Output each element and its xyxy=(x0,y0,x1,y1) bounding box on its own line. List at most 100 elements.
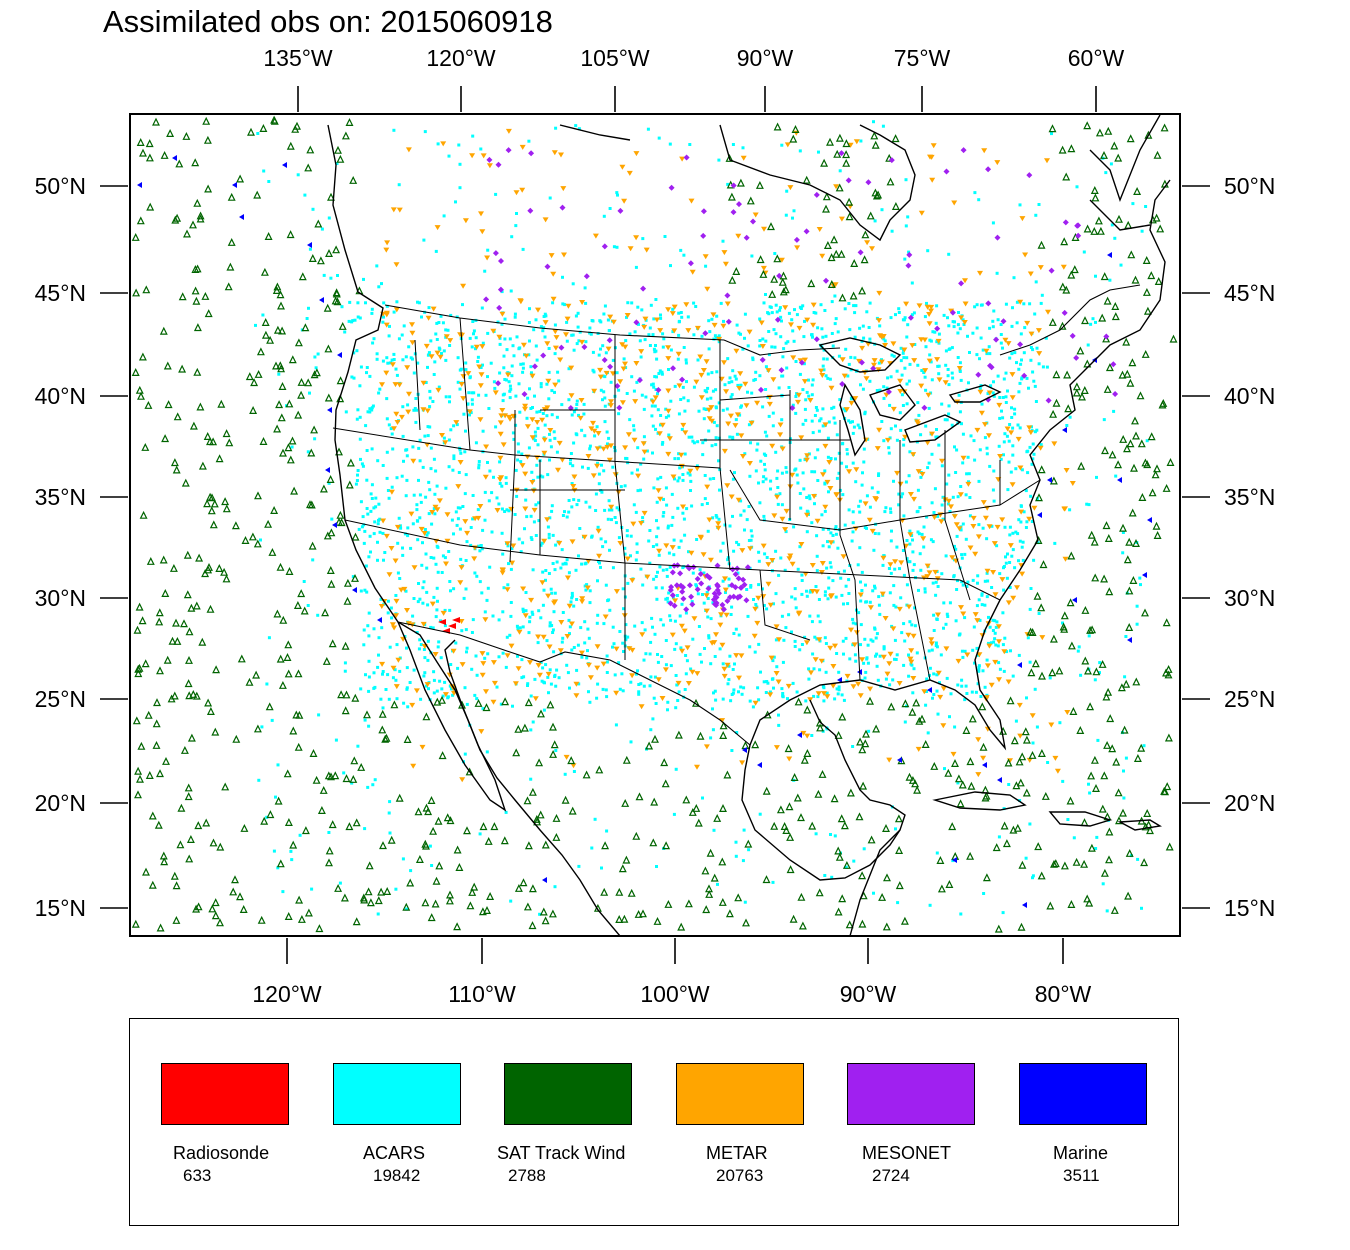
acars-obs xyxy=(552,650,556,654)
acars-obs xyxy=(441,554,445,558)
acars-obs xyxy=(1032,379,1036,383)
acars-obs xyxy=(715,515,719,519)
acars-obs xyxy=(730,693,734,696)
sat-track-wind-obs xyxy=(1131,416,1139,425)
sat-track-wind-obs xyxy=(855,812,864,821)
metar-obs xyxy=(655,677,662,683)
acars-obs xyxy=(486,331,490,335)
us-canada-border xyxy=(384,284,1141,356)
acars-obs xyxy=(774,638,778,642)
sat-track-wind-obs xyxy=(833,149,842,158)
mesonet-obs xyxy=(1045,397,1052,404)
metar-obs xyxy=(662,667,669,673)
metar-obs xyxy=(631,437,638,443)
metar-obs xyxy=(629,673,636,679)
acars-obs xyxy=(948,347,952,351)
acars-obs xyxy=(823,482,827,486)
acars-obs xyxy=(991,629,995,632)
sat-track-wind-obs xyxy=(1031,659,1040,668)
sat-track-wind-obs xyxy=(186,835,195,843)
metar-obs xyxy=(951,200,958,206)
acars-obs xyxy=(763,462,766,466)
metar-obs xyxy=(986,433,992,439)
acars-obs xyxy=(925,515,929,519)
acars-obs xyxy=(556,370,560,374)
acars-obs xyxy=(870,486,874,490)
metar-obs xyxy=(956,366,963,371)
acars-obs xyxy=(713,689,717,693)
acars-obs xyxy=(498,342,502,346)
metar-obs xyxy=(991,541,998,547)
acars-obs xyxy=(791,403,795,407)
acars-obs xyxy=(1021,558,1025,562)
acars-obs xyxy=(641,583,645,587)
acars-obs xyxy=(939,653,943,657)
acars-obs xyxy=(327,831,331,834)
acars-obs xyxy=(1006,552,1009,556)
acars-obs xyxy=(902,514,906,518)
acars-obs xyxy=(721,662,725,666)
acars-obs xyxy=(576,311,580,315)
acars-obs xyxy=(406,534,410,538)
central-america xyxy=(849,829,901,936)
acars-obs xyxy=(992,640,996,644)
acars-obs xyxy=(365,507,369,510)
sat-track-wind-obs xyxy=(276,859,285,868)
sat-track-wind-obs xyxy=(1164,670,1173,679)
acars-obs xyxy=(656,526,660,530)
acars-obs xyxy=(527,631,531,635)
metar-obs xyxy=(862,501,869,507)
sat-track-wind-obs xyxy=(378,709,387,718)
metar-obs xyxy=(885,437,891,443)
acars-obs xyxy=(372,532,376,536)
acars-obs xyxy=(623,484,627,488)
sat-track-wind-obs xyxy=(1021,727,1030,736)
acars-obs xyxy=(905,583,909,587)
acars-obs xyxy=(925,677,929,681)
sat-track-wind-obs xyxy=(1035,493,1043,502)
caribbean-islands xyxy=(932,791,1163,831)
metar-obs xyxy=(394,524,401,530)
acars-obs xyxy=(428,405,432,409)
sat-track-wind-obs xyxy=(327,528,336,537)
acars-obs xyxy=(610,508,614,512)
acars-obs xyxy=(392,128,396,132)
acars-obs xyxy=(902,573,906,577)
legend-count: 3511 xyxy=(1063,1166,1100,1185)
acars-obs xyxy=(478,580,482,584)
acars-obs xyxy=(516,627,520,631)
acars-obs xyxy=(883,339,887,343)
metar-obs xyxy=(389,362,396,368)
sat-track-wind-obs xyxy=(159,326,168,335)
acars-obs xyxy=(672,553,676,557)
metar-obs xyxy=(796,610,803,616)
acars-obs xyxy=(1110,223,1114,227)
acars-obs xyxy=(883,510,887,514)
marine-obs xyxy=(927,687,932,693)
acars-obs xyxy=(511,344,515,348)
acars-obs xyxy=(837,688,841,692)
acars-obs xyxy=(650,616,654,620)
sat-track-wind-obs xyxy=(327,579,336,588)
sat-track-wind-obs xyxy=(276,290,285,299)
acars-obs xyxy=(303,193,307,197)
acars-obs xyxy=(993,631,997,635)
metar-obs xyxy=(615,489,622,495)
acars-obs xyxy=(505,635,509,639)
sat-track-wind-obs xyxy=(742,918,750,927)
acars-obs xyxy=(998,572,1002,576)
acars-obs xyxy=(394,594,398,597)
acars-obs xyxy=(664,597,668,601)
acars-obs xyxy=(1008,533,1012,537)
acars-obs xyxy=(611,625,615,629)
acars-obs xyxy=(691,637,695,641)
sat-track-wind-obs xyxy=(253,539,262,548)
metar-obs xyxy=(560,186,567,192)
metar-obs xyxy=(1039,635,1046,641)
acars-obs xyxy=(452,532,455,536)
acars-obs xyxy=(723,523,727,527)
sat-track-wind-obs xyxy=(379,841,387,850)
acars-obs xyxy=(842,652,845,656)
acars-obs xyxy=(982,892,986,895)
acars-obs xyxy=(702,571,706,575)
